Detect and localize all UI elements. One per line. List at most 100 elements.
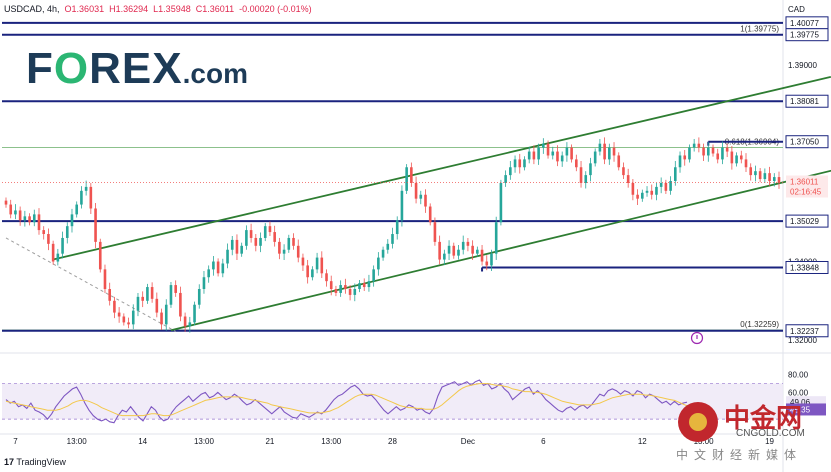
candle-body <box>37 214 41 231</box>
candle-body <box>542 143 545 148</box>
candle-body <box>612 147 616 156</box>
open-value: O1.36031 <box>64 4 105 14</box>
candle-body <box>711 147 715 154</box>
candle-body <box>424 194 427 207</box>
candle-body <box>23 216 27 221</box>
change-value: -0.00020 (-0.01%) <box>239 4 312 14</box>
candle-body <box>414 182 418 199</box>
time-tick-label: 7 <box>13 437 18 446</box>
candle-body <box>235 239 239 254</box>
level-price-tag <box>785 260 829 274</box>
time-tick-label: 13:00 <box>67 437 88 446</box>
candle-body <box>117 312 121 317</box>
tradingview-footer[interactable]: 17 TradingView <box>4 457 66 467</box>
candle-body <box>240 245 243 254</box>
candle-body <box>150 287 154 299</box>
candle-body <box>532 151 536 160</box>
candle-body <box>249 230 253 238</box>
candle-body <box>560 155 564 162</box>
candle-body <box>226 249 229 264</box>
candles-group <box>4 137 781 333</box>
cngold-seal-icon <box>678 402 718 442</box>
candle-body <box>527 151 531 160</box>
candle-body <box>306 265 309 278</box>
candle-body <box>61 237 64 254</box>
candle-body <box>744 159 748 168</box>
candle-body <box>113 300 116 313</box>
candle-body <box>480 249 484 262</box>
candle-body <box>9 204 13 215</box>
candle-body <box>179 292 182 317</box>
cngold-watermark: 中金网 CNGOLD.COM 中文财经新媒体 <box>676 398 826 470</box>
candle-body <box>197 289 201 305</box>
candle-body <box>735 155 738 164</box>
candle-body <box>273 232 276 242</box>
candle-body <box>513 159 517 168</box>
candle-body <box>565 147 569 156</box>
candle-body <box>636 194 639 199</box>
candle-body <box>570 147 573 160</box>
candle-body <box>141 296 144 301</box>
candle-body <box>405 167 408 191</box>
candle-body <box>608 147 611 160</box>
candle-body <box>287 237 291 250</box>
candle-body <box>556 151 559 162</box>
candle-body <box>103 269 107 290</box>
rsi-series-ma <box>5 383 688 417</box>
candle-body <box>301 257 305 266</box>
candle-body <box>725 147 729 152</box>
candle-body <box>674 167 677 181</box>
trend-dashed-line <box>5 237 176 332</box>
candle-body <box>768 173 771 181</box>
candle-body <box>47 234 50 244</box>
candle-body <box>131 310 135 325</box>
candle-body <box>739 155 743 160</box>
watermark-title: 中金网 <box>724 404 803 434</box>
candle-body <box>348 289 352 295</box>
candle-body <box>485 261 489 266</box>
time-tick-label: 13:00 <box>694 437 715 446</box>
candle-body <box>391 234 394 244</box>
candle-body <box>334 289 338 293</box>
candle-body <box>593 151 597 164</box>
candle-body <box>70 214 74 227</box>
candle-body <box>716 153 720 160</box>
current-price-label: 1.36011 <box>790 178 819 187</box>
price-tick-label: 1.32000 <box>788 336 817 345</box>
candle-body <box>461 241 465 250</box>
candle-body <box>490 253 493 266</box>
candle-body <box>207 269 210 278</box>
rsi-tick-label: 60.00 <box>788 388 809 397</box>
candle-body <box>523 159 526 168</box>
candle-body <box>377 257 380 270</box>
forex-logo: FOREX.com <box>26 44 248 94</box>
candle-body <box>169 285 173 305</box>
candle-body <box>174 285 177 293</box>
time-tick-label: 14 <box>138 437 147 446</box>
candle-body <box>188 322 192 327</box>
candle-body <box>626 175 630 183</box>
candle-body <box>476 249 479 254</box>
candle-body <box>754 171 757 176</box>
time-tick-label: 21 <box>265 437 274 446</box>
level-price-label: 1.33848 <box>790 263 819 272</box>
candle-body <box>183 316 187 327</box>
candle-body <box>315 257 319 270</box>
time-tick-label: 6 <box>541 437 546 446</box>
candle-body <box>551 151 555 156</box>
candle-body <box>386 243 390 250</box>
candle-body <box>193 304 196 323</box>
candle-body <box>452 245 456 256</box>
logo-com: .com <box>182 58 248 89</box>
candle-body <box>320 257 324 274</box>
candle-body <box>212 261 215 270</box>
candle-body <box>664 182 668 191</box>
candle-body <box>777 177 781 183</box>
candle-body <box>579 167 583 183</box>
candle-body <box>749 167 753 176</box>
level-price-label: 1.40077 <box>790 19 819 28</box>
candle-body <box>325 273 328 282</box>
candle-body <box>688 147 691 160</box>
fib-level-label: 1(1.39775) <box>740 25 779 34</box>
